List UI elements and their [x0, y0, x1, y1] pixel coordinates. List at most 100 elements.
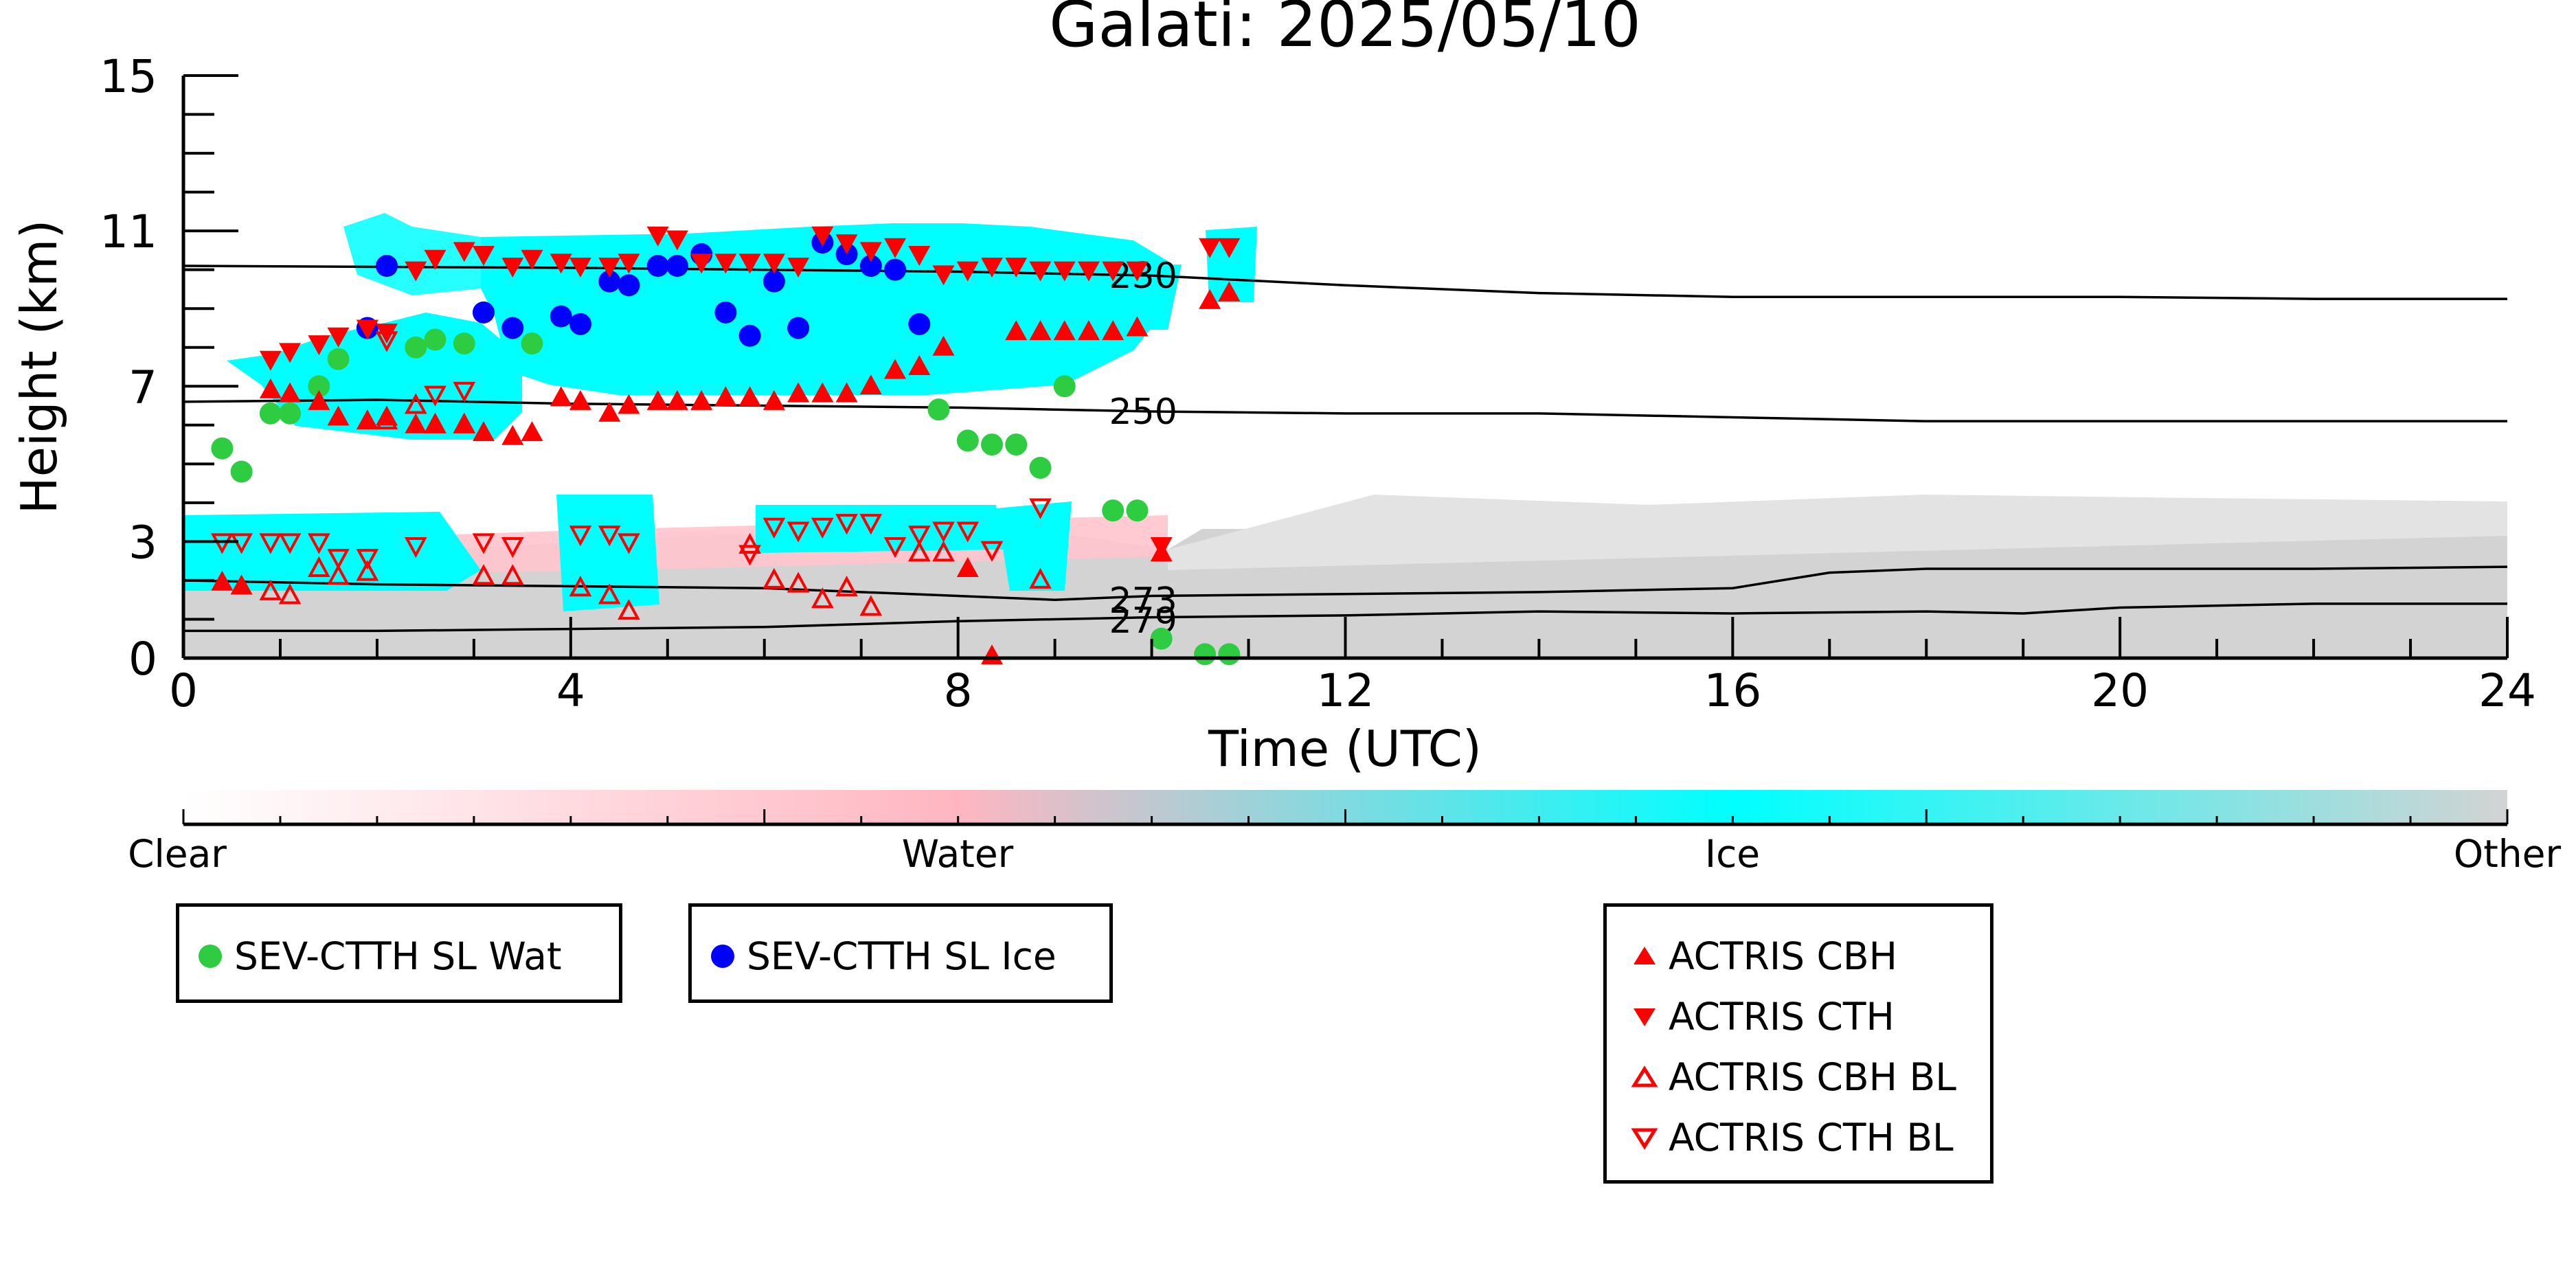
- point-actris-cbh: [356, 409, 379, 430]
- curtain-ice-low-3: [756, 505, 1003, 553]
- point-sev-ctth-sl-ice: [376, 255, 398, 278]
- point-actris-cth-bl: [787, 521, 810, 543]
- legend-box-sev-ice: SEV-CTTH SL Ice: [688, 903, 1113, 1003]
- point-sev-ctth-sl-wat: [521, 332, 543, 355]
- point-actris-cbh-bl: [618, 598, 640, 620]
- point-sev-ctth-sl-ice: [646, 255, 669, 278]
- isotherm-line: [183, 565, 2508, 601]
- point-actris-cbh: [762, 389, 785, 410]
- point-actris-cbh: [1102, 320, 1125, 341]
- point-actris-cbh-bl: [424, 412, 447, 433]
- point-actris-cth: [932, 265, 955, 286]
- point-sev-ctth-sl-wat: [279, 402, 302, 425]
- point-actris-cbh-bl: [907, 541, 931, 562]
- point-sev-ctth-sl-ice: [738, 324, 761, 347]
- point-sev-ctth-sl-wat: [327, 348, 350, 370]
- x-tick-label: 20: [2091, 664, 2149, 717]
- y-tick-label: 15: [100, 50, 157, 103]
- legend-item-sev-ice: SEV-CTTH SL Ice: [699, 934, 1057, 978]
- markers: [211, 226, 1241, 666]
- point-actris-cbh: [308, 389, 330, 410]
- colorbar-ticks: [182, 809, 2509, 824]
- point-sev-ctth-sl-wat: [211, 437, 234, 460]
- colorbar-label-clear: Clear: [128, 832, 227, 876]
- legend-item-actris-cbh: ACTRIS CBH: [1620, 934, 1897, 978]
- point-actris-cbh: [327, 405, 350, 426]
- point-sev-ctth-sl-ice: [884, 258, 907, 281]
- point-sev-ctth-sl-ice: [762, 270, 785, 293]
- point-actris-cbh-bl: [278, 583, 302, 605]
- point-actris-cth: [1029, 261, 1052, 282]
- point-actris-cbh-bl: [327, 564, 350, 585]
- point-actris-cbh-bl: [453, 412, 476, 433]
- x-tick-label: 16: [1704, 664, 1761, 717]
- point-sev-ctth-sl-ice: [569, 313, 591, 335]
- point-sev-ctth-sl-ice: [550, 305, 572, 328]
- point-actris-cth: [884, 238, 907, 258]
- point-actris-cth-bl: [453, 381, 476, 403]
- curtain-ice-upper-3: [1206, 227, 1257, 302]
- point-sev-ctth-sl-wat: [981, 433, 1004, 456]
- point-actris-cth: [501, 258, 524, 278]
- point-actris-cbh: [1077, 320, 1100, 341]
- point-sev-ctth-sl-wat: [1126, 499, 1149, 522]
- point-actris-cbh-bl: [501, 564, 524, 585]
- x-tick-label: 4: [556, 664, 585, 717]
- colorbar-label-ice: Ice: [1705, 832, 1760, 876]
- point-sev-ctth-sl-wat: [1005, 433, 1028, 456]
- point-actris-cth: [618, 253, 640, 274]
- point-actris-cbh: [714, 386, 737, 407]
- isotherm-line: [183, 264, 2507, 300]
- point-sev-ctth-sl-ice: [501, 317, 524, 339]
- point-sev-ctth-sl-wat: [424, 328, 447, 351]
- point-actris-cth-bl: [356, 549, 379, 570]
- legend-marker-actris-cbh: [1634, 947, 1656, 964]
- point-actris-cbh-bl: [859, 595, 883, 616]
- point-actris-cth: [738, 253, 761, 274]
- point-actris-cbh-bl: [259, 579, 282, 600]
- point-actris-cth: [956, 261, 979, 282]
- point-actris-cth: [787, 258, 810, 278]
- point-actris-cth-bl: [859, 514, 883, 535]
- point-actris-cth: [521, 249, 543, 270]
- point-actris-cbh: [690, 389, 713, 410]
- legend-marker-actris-cth: [1634, 1008, 1656, 1026]
- point-actris-cbh: [811, 382, 834, 403]
- point-actris-cth-bl: [811, 517, 834, 539]
- point-sev-ctth-sl-wat: [230, 460, 253, 483]
- point-actris-cth: [327, 327, 350, 348]
- point-sev-ctth-sl-wat: [1218, 643, 1241, 666]
- point-actris-cbh: [1199, 289, 1221, 309]
- legend-label-actris-cth-bl: ACTRIS CTH BL: [1669, 1116, 1954, 1160]
- point-actris-cbh: [230, 574, 253, 595]
- point-actris-cbh-bl: [307, 556, 330, 577]
- point-actris-cbh: [932, 335, 955, 356]
- point-actris-cbh: [279, 382, 302, 403]
- y-tick-label: 3: [128, 516, 157, 569]
- point-sev-ctth-sl-ice: [598, 270, 621, 293]
- point-actris-cth: [598, 258, 621, 278]
- point-actris-cbh-bl: [738, 532, 761, 554]
- point-actris-cth: [1150, 537, 1173, 558]
- point-actris-cbh: [738, 386, 761, 407]
- point-sev-ctth-sl-wat: [1053, 375, 1076, 398]
- point-actris-cth: [1218, 238, 1241, 258]
- legend-label-sev-wat: SEV-CTTH SL Wat: [234, 934, 562, 978]
- point-actris-cth-bl: [1029, 498, 1052, 519]
- legend-item-actris-cth: ACTRIS CTH: [1620, 995, 1895, 1039]
- point-actris-cth-bl: [424, 385, 447, 407]
- legend-marker-actris-cbh-bl: [1631, 1065, 1658, 1087]
- point-actris-cth-bl: [327, 549, 350, 570]
- point-actris-cbh-bl: [932, 541, 955, 562]
- curtain-other-speckle: [1168, 495, 2507, 570]
- legend-marker-sev-ice: [711, 945, 734, 968]
- point-actris-cth: [908, 246, 931, 267]
- legend-marker-sev-wat: [199, 945, 222, 968]
- point-actris-cbh: [472, 421, 495, 442]
- point-actris-cth-bl: [907, 526, 931, 547]
- point-actris-cth-bl: [569, 526, 592, 547]
- point-actris-cth: [405, 261, 427, 282]
- point-actris-cth-bl: [618, 533, 640, 554]
- legend-item-sev-wat: SEV-CTTH SL Wat: [186, 934, 562, 978]
